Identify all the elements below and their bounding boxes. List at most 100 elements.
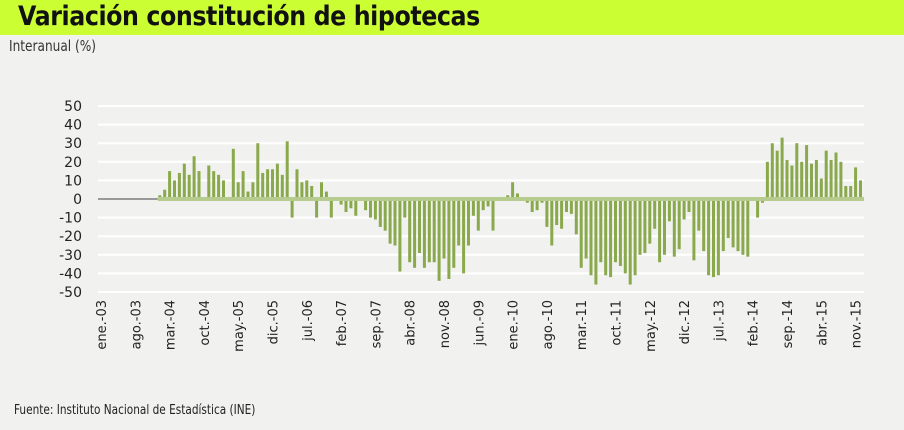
bar bbox=[511, 182, 515, 197]
bar bbox=[614, 201, 617, 263]
bar bbox=[780, 137, 784, 197]
bar bbox=[829, 159, 833, 197]
bar bbox=[354, 201, 358, 216]
bar bbox=[369, 201, 372, 218]
x-tick-label: jul.-06 bbox=[301, 300, 316, 342]
bar bbox=[177, 172, 181, 197]
bar bbox=[173, 180, 176, 197]
bar bbox=[329, 201, 333, 218]
bar bbox=[604, 201, 608, 276]
bar bbox=[217, 174, 221, 197]
x-tick-label: dic.-05 bbox=[267, 300, 282, 344]
bar bbox=[207, 165, 211, 197]
y-axis-ticks: 50 40 30 20 10 0 -10 -20 -30 -40 -50 bbox=[59, 99, 82, 301]
bar bbox=[427, 201, 431, 263]
bar bbox=[168, 171, 172, 197]
bar bbox=[712, 201, 715, 278]
bar bbox=[854, 167, 858, 197]
bar bbox=[339, 201, 343, 205]
bar bbox=[765, 161, 769, 197]
x-tick-label: sep.-07 bbox=[369, 300, 384, 348]
x-tick-label: feb.-14 bbox=[747, 300, 762, 346]
y-tick-label: 50 bbox=[64, 99, 82, 115]
bar bbox=[579, 201, 583, 268]
source-note: Fuente: Instituto Nacional de Estadístic… bbox=[14, 403, 256, 418]
bar bbox=[491, 201, 495, 231]
bar bbox=[418, 201, 421, 253]
bar bbox=[378, 201, 382, 227]
bar bbox=[192, 156, 196, 197]
bar bbox=[756, 201, 760, 218]
y-tick-label: 40 bbox=[64, 118, 82, 134]
bar bbox=[408, 201, 412, 263]
bar bbox=[746, 201, 750, 257]
x-tick-label: jul.-13 bbox=[712, 300, 727, 342]
bar bbox=[442, 201, 446, 259]
bar bbox=[187, 174, 191, 197]
bar bbox=[467, 201, 470, 246]
y-tick-label: 20 bbox=[64, 155, 82, 171]
bar bbox=[638, 201, 642, 255]
bar bbox=[231, 148, 235, 197]
x-tick-label: nov.-15 bbox=[850, 300, 865, 348]
x-tick-label: oct.-04 bbox=[198, 300, 213, 346]
bar bbox=[388, 201, 392, 244]
x-tick-label: may.-12 bbox=[644, 300, 659, 352]
bar bbox=[697, 201, 701, 231]
bar bbox=[560, 201, 564, 229]
bar bbox=[663, 201, 666, 255]
bar bbox=[300, 182, 304, 197]
bar bbox=[197, 171, 201, 197]
bar bbox=[736, 201, 740, 252]
zero-line bbox=[157, 197, 865, 201]
bar bbox=[800, 161, 804, 197]
y-tick-label: -10 bbox=[59, 211, 82, 227]
bar bbox=[667, 201, 671, 222]
bar bbox=[721, 201, 725, 252]
y-tick-label: -30 bbox=[59, 248, 82, 264]
bar bbox=[839, 161, 843, 197]
bar bbox=[658, 201, 662, 263]
bar bbox=[545, 201, 549, 227]
bar bbox=[540, 201, 544, 203]
bar bbox=[413, 201, 417, 268]
bar bbox=[859, 180, 862, 197]
bar bbox=[633, 201, 637, 276]
bar bbox=[344, 201, 348, 213]
bar bbox=[271, 169, 274, 197]
x-tick-label: sep.-14 bbox=[781, 300, 796, 348]
bar bbox=[246, 191, 250, 197]
bar bbox=[349, 201, 353, 209]
x-tick-label: feb.-07 bbox=[335, 300, 350, 346]
y-tick-label: 30 bbox=[64, 136, 82, 152]
bar bbox=[457, 201, 461, 246]
bar bbox=[623, 201, 627, 274]
bar bbox=[398, 201, 402, 272]
bar bbox=[393, 201, 397, 246]
bar bbox=[761, 201, 764, 203]
bar bbox=[506, 195, 510, 197]
bar bbox=[266, 169, 270, 197]
bar bbox=[383, 201, 387, 231]
x-tick-label: mar.-04 bbox=[164, 300, 179, 350]
bar bbox=[364, 201, 368, 211]
title-banner bbox=[0, 0, 904, 35]
bar bbox=[692, 201, 696, 261]
bars bbox=[158, 137, 862, 285]
bar bbox=[305, 180, 309, 197]
chart-title: Variación constitución de hipotecas bbox=[18, 1, 480, 32]
bar bbox=[290, 201, 294, 218]
bar bbox=[251, 182, 255, 197]
bar bbox=[275, 163, 279, 197]
bar bbox=[648, 201, 652, 244]
bar bbox=[462, 201, 466, 274]
x-tick-label: nov.-08 bbox=[438, 300, 453, 348]
bar bbox=[452, 201, 456, 268]
bar bbox=[672, 201, 676, 257]
bar bbox=[775, 150, 779, 197]
bar bbox=[315, 201, 319, 218]
bar bbox=[819, 178, 823, 197]
bar bbox=[805, 145, 809, 197]
bar bbox=[471, 201, 475, 216]
bar bbox=[599, 201, 603, 263]
